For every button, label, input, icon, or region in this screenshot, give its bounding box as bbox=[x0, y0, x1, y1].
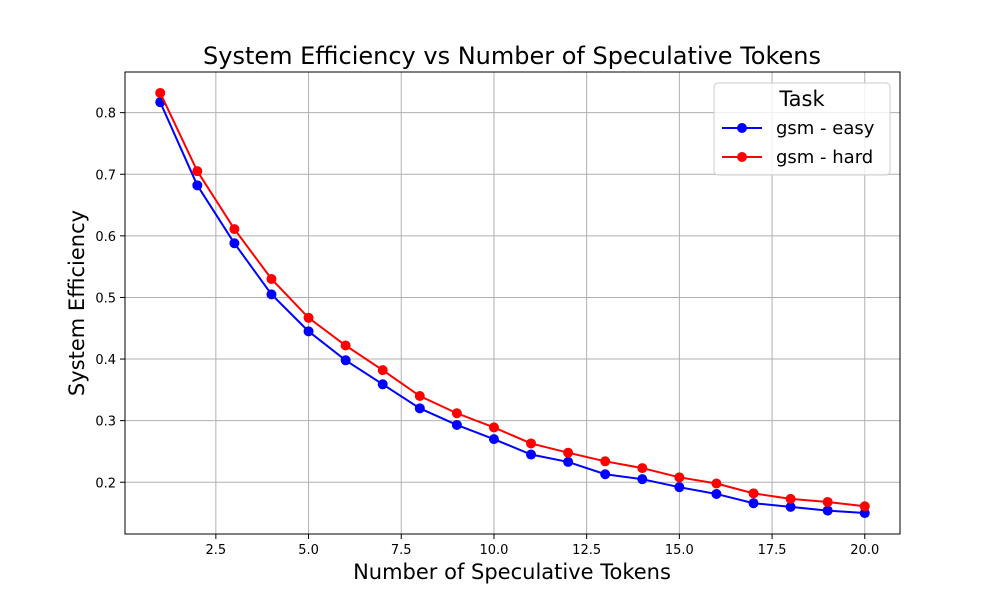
data-point-gsm-easy bbox=[229, 238, 240, 249]
data-point-gsm-easy bbox=[637, 474, 648, 485]
x-tick-label: 2.5 bbox=[206, 543, 227, 558]
y-tick-label: 0.5 bbox=[95, 291, 116, 306]
series bbox=[155, 87, 870, 519]
legend: Task gsm - easy gsm - hard bbox=[713, 82, 891, 176]
x-tick-label: 10.0 bbox=[479, 543, 508, 558]
data-point-gsm-easy bbox=[563, 456, 574, 467]
y-tick-label: 0.8 bbox=[95, 107, 116, 122]
data-point-gsm-hard bbox=[563, 447, 574, 458]
data-point-gsm-hard bbox=[155, 87, 166, 98]
data-point-gsm-easy bbox=[674, 482, 685, 493]
plot-area-frame bbox=[124, 71, 901, 535]
data-point-gsm-hard bbox=[488, 422, 499, 433]
data-point-gsm-easy bbox=[822, 505, 833, 516]
data-point-gsm-hard bbox=[266, 273, 277, 284]
legend-label-gsm-hard: gsm - hard bbox=[776, 147, 873, 168]
x-tick-label: 5.0 bbox=[298, 543, 319, 558]
legend-title: Task bbox=[778, 87, 825, 111]
data-point-gsm-hard bbox=[785, 493, 796, 504]
axis-ticks: 2.5 5.0 7.5 10.0 12.5 15.0 17.5 20.0 0.2 0.3 0.4 0.… bbox=[95, 107, 879, 558]
legend-marker-gsm-easy bbox=[737, 123, 747, 133]
y-tick-label: 0.7 bbox=[95, 168, 116, 183]
data-point-gsm-hard bbox=[303, 312, 314, 323]
data-point-gsm-hard bbox=[748, 488, 759, 499]
data-point-gsm-hard bbox=[600, 456, 611, 467]
y-tick-label: 0.2 bbox=[95, 476, 116, 491]
series-gsm-hard bbox=[155, 87, 870, 512]
data-point-gsm-easy bbox=[488, 434, 499, 445]
y-tick-label: 0.4 bbox=[95, 353, 116, 368]
series-gsm-easy bbox=[155, 97, 870, 519]
data-point-gsm-easy bbox=[414, 403, 425, 414]
data-point-gsm-hard bbox=[414, 391, 425, 402]
data-point-gsm-hard bbox=[451, 408, 462, 419]
data-point-gsm-hard bbox=[859, 501, 870, 512]
data-point-gsm-easy bbox=[748, 498, 759, 509]
x-tick-label: 20.0 bbox=[850, 543, 879, 558]
data-point-gsm-hard bbox=[674, 472, 685, 483]
data-point-gsm-easy bbox=[526, 449, 537, 460]
data-point-gsm-hard bbox=[340, 340, 351, 351]
data-point-gsm-hard bbox=[192, 166, 203, 177]
x-axis-title: Number of Speculative Tokens bbox=[353, 560, 671, 584]
data-point-gsm-hard bbox=[822, 496, 833, 507]
data-point-gsm-easy bbox=[192, 180, 203, 191]
data-point-gsm-hard bbox=[229, 224, 240, 235]
x-tick-label: 7.5 bbox=[391, 543, 412, 558]
data-point-gsm-easy bbox=[600, 469, 611, 480]
data-point-gsm-easy bbox=[266, 289, 277, 300]
data-point-gsm-hard bbox=[377, 365, 388, 376]
data-point-gsm-hard bbox=[711, 478, 722, 489]
x-tick-label: 15.0 bbox=[665, 543, 694, 558]
data-point-gsm-easy bbox=[303, 326, 314, 337]
data-point-gsm-easy bbox=[451, 419, 462, 430]
legend-label-gsm-easy: gsm - easy bbox=[776, 118, 875, 139]
x-tick-label: 12.5 bbox=[572, 543, 601, 558]
x-tick-label: 17.5 bbox=[758, 543, 787, 558]
y-axis-title: System Efficiency bbox=[65, 210, 89, 396]
series-line-gsm-hard bbox=[159, 92, 865, 508]
data-point-gsm-hard bbox=[526, 438, 537, 449]
series-line-gsm-easy bbox=[159, 101, 865, 515]
data-point-gsm-hard bbox=[637, 463, 648, 474]
data-point-gsm-easy bbox=[785, 501, 796, 512]
chart-title: System Efficiency vs Number of Speculati… bbox=[203, 42, 821, 70]
y-tick-label: 0.3 bbox=[95, 415, 116, 430]
y-tick-label: 0.6 bbox=[95, 230, 116, 245]
legend-box bbox=[713, 82, 891, 176]
data-point-gsm-easy bbox=[340, 355, 351, 366]
legend-marker-gsm-hard bbox=[737, 152, 747, 162]
data-point-gsm-easy bbox=[711, 488, 722, 499]
data-point-gsm-easy bbox=[377, 379, 388, 390]
